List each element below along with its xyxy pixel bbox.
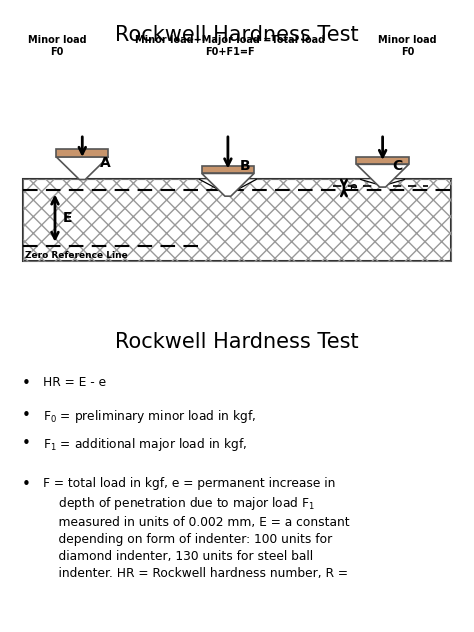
Text: F = total load in kgf, e = permanent increase in
    depth of penetration due to: F = total load in kgf, e = permanent inc…	[43, 477, 349, 580]
Bar	[56, 149, 109, 157]
Bar	[23, 179, 451, 262]
Polygon shape	[356, 164, 409, 187]
Text: Minor load
F0: Minor load F0	[28, 35, 87, 57]
Polygon shape	[200, 179, 256, 195]
Text: •: •	[22, 376, 30, 391]
Text: Minor load
F0: Minor load F0	[378, 35, 437, 57]
Text: Rockwell Hardness Test: Rockwell Hardness Test	[115, 332, 359, 352]
Text: E: E	[63, 211, 73, 225]
Polygon shape	[202, 173, 254, 196]
Text: C: C	[392, 159, 403, 173]
Text: •: •	[22, 408, 30, 423]
Text: F$_0$ = preliminary minor load in kgf,: F$_0$ = preliminary minor load in kgf,	[43, 408, 256, 425]
Polygon shape	[361, 179, 404, 186]
Text: F$_1$ = additional major load in kgf,: F$_1$ = additional major load in kgf,	[43, 436, 246, 453]
Text: B: B	[239, 159, 250, 173]
Text: Minor load+Major load =Total load
F0+F1=F: Minor load+Major load =Total load F0+F1=…	[135, 35, 325, 57]
Bar	[356, 157, 409, 164]
Bar	[23, 179, 451, 262]
Text: HR = E - e: HR = E - e	[43, 376, 106, 389]
Text: •: •	[22, 477, 30, 492]
Text: •: •	[22, 436, 30, 451]
Text: Rockwell Hardness Test: Rockwell Hardness Test	[115, 25, 359, 45]
Text: e: e	[349, 181, 357, 195]
Text: A: A	[100, 156, 110, 170]
Bar	[202, 166, 254, 173]
Text: Zero Reference Line: Zero Reference Line	[26, 251, 128, 260]
Polygon shape	[56, 157, 109, 179]
